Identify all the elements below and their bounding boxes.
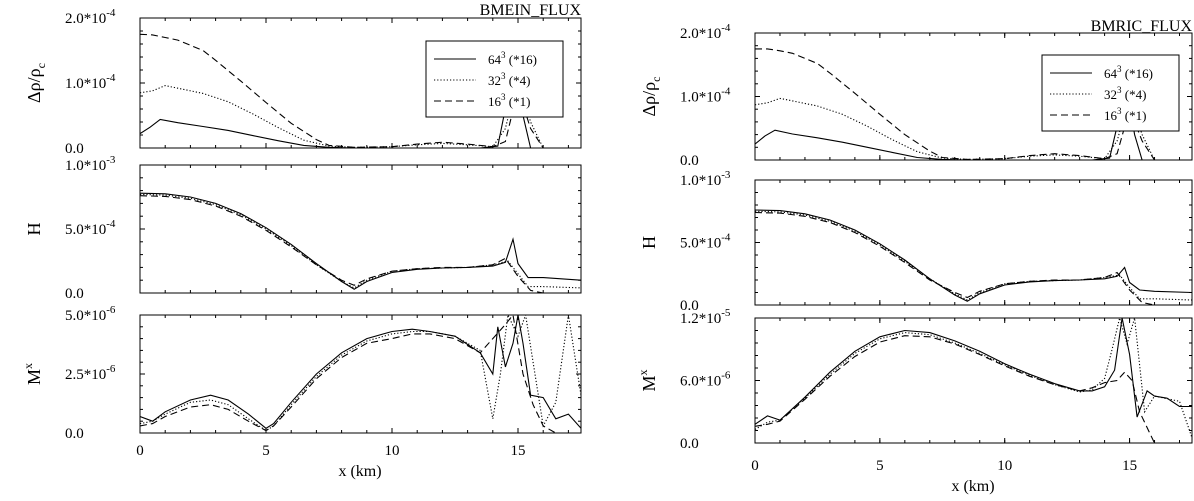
- series-line-solid: [140, 192, 581, 290]
- series-line-dashed: [755, 211, 1155, 305]
- x-tick-label: 10: [385, 443, 400, 459]
- y-axis-label: Mx: [636, 369, 659, 391]
- series-line-dashed: [140, 195, 544, 293]
- x-tick-label: 0: [751, 458, 759, 474]
- y-tick-label: 0.0: [65, 141, 84, 157]
- y-tick-label: 1.2*10-5: [680, 307, 731, 327]
- x-axis-label: x (km): [951, 478, 994, 495]
- plot-frame: [754, 179, 1193, 306]
- series-line-dotted: [755, 210, 1192, 301]
- x-tick-label: 0: [136, 443, 144, 459]
- x-tick-label: 15: [511, 443, 526, 459]
- y-tick-label: 2.0*10-4: [680, 22, 731, 42]
- y-axis-label: Mx: [21, 363, 44, 385]
- x-axis-label: x (km): [338, 463, 381, 480]
- y-axis-label: H: [24, 223, 44, 236]
- series-line-dashed: [140, 315, 569, 433]
- subplot-3: 0.0 2.5*10-6 5.0*10-6 Mx: [21, 304, 582, 442]
- subplot-3: 0.0 6.0*10-6 1.2*10-5 Mx: [636, 307, 1193, 452]
- series-line-dashed: [140, 33, 581, 148]
- y-axis-label: H: [639, 236, 659, 249]
- chart-2: BMRIC_FLUX 0.0 1.0*10-4 2.0*10-4 Δρ/ρc 0.0 5.0…: [636, 18, 1193, 495]
- plot-frame: [139, 164, 582, 294]
- y-tick-label: 0.0: [65, 426, 84, 442]
- y-tick-label: 0.0: [680, 153, 699, 169]
- legend-label: 643 (*16): [1104, 64, 1153, 81]
- series-line-dashed: [755, 335, 1155, 443]
- y-tick-label: 0.0: [680, 298, 699, 314]
- series-line-dotted: [140, 193, 581, 289]
- y-tick-label: 5.0*10-4: [65, 218, 116, 238]
- chart-title: BMRIC_FLUX: [1091, 18, 1193, 35]
- y-tick-label: 2.0*10-4: [65, 7, 116, 27]
- x-tick-label: 5: [876, 458, 884, 474]
- chart-title: BMEIN_FLUX: [480, 2, 582, 19]
- y-tick-label: 6.0*10-6: [680, 370, 731, 390]
- y-tick-label: 2.5*10-6: [65, 363, 116, 383]
- y-tick-label: 1.0*10-4: [65, 72, 116, 92]
- y-tick-label: 5.0*10-4: [680, 232, 731, 252]
- x-tick-label: 15: [1122, 458, 1137, 474]
- series-line-solid: [755, 318, 1192, 425]
- legend-label: 163 (*1): [488, 92, 530, 109]
- y-tick-label: 0.0: [65, 286, 84, 302]
- series-line-solid: [755, 209, 1192, 302]
- series-line-dotted: [140, 315, 581, 432]
- y-tick-label: 0.0: [680, 436, 699, 452]
- legend: 643 (*16) 323 (*4) 163 (*1): [1041, 54, 1180, 132]
- series-line-solid: [140, 315, 581, 429]
- subplot-2: 0.0 5.0*10-4 1.0*10-3 H: [24, 154, 582, 302]
- y-tick-label: 1.0*10-4: [680, 86, 731, 106]
- legend-box: [1041, 54, 1180, 132]
- legend-label: 643 (*16): [488, 50, 537, 67]
- legend: 643 (*16) 323 (*4) 163 (*1): [425, 40, 564, 118]
- y-tick-label: 1.0*10-3: [680, 169, 731, 189]
- legend-label: 323 (*4): [488, 71, 530, 88]
- y-axis-label: Δρ/ρc: [639, 77, 663, 117]
- x-tick-label: 10: [997, 458, 1012, 474]
- series-line-dotted: [140, 74, 581, 148]
- y-axis-label: Δρ/ρc: [24, 63, 48, 103]
- series-line-dotted: [755, 318, 1192, 438]
- legend-label: 163 (*1): [1104, 106, 1146, 123]
- chart-1: BMEIN_FLUX 0.0 1.0*10-4 2.0*10-4 Δρ/ρc 0.0 5.0…: [21, 2, 582, 480]
- y-tick-label: 1.0*10-3: [65, 154, 116, 174]
- y-tick-label: 5.0*10-6: [65, 304, 116, 324]
- legend-label: 323 (*4): [1104, 85, 1146, 102]
- legend-box: [425, 40, 564, 118]
- x-tick-label: 5: [262, 443, 270, 459]
- subplot-2: 0.0 5.0*10-4 1.0*10-3 H: [639, 169, 1193, 314]
